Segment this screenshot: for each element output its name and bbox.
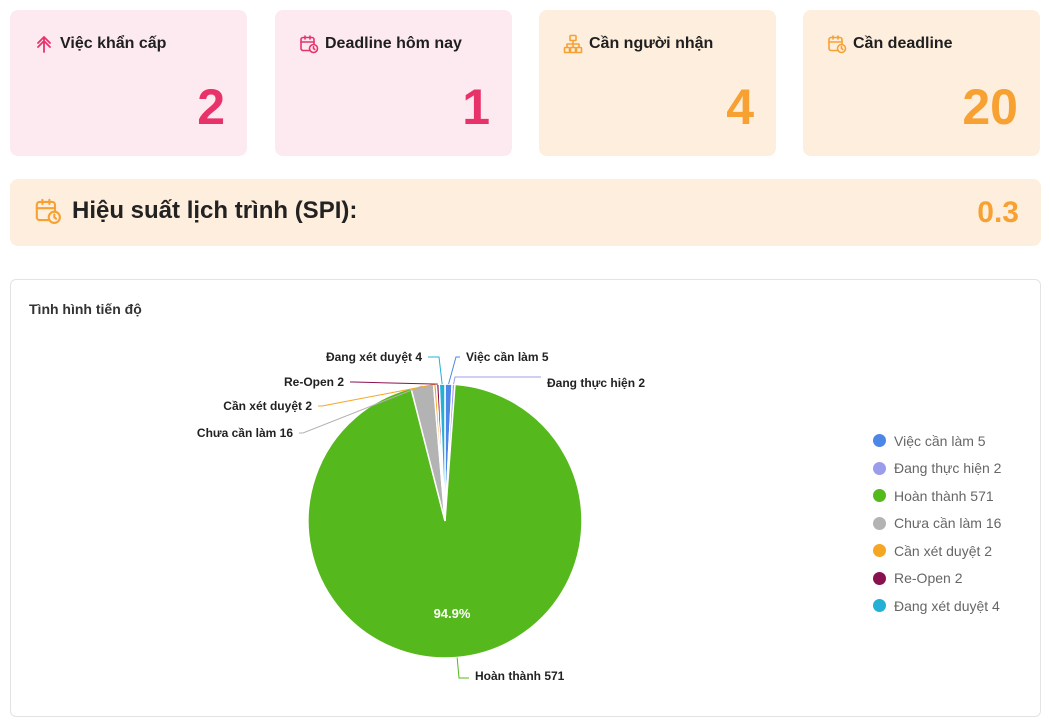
legend-dot [873,434,886,448]
calendar-clock-icon [828,35,847,54]
card-value: 2 [197,79,225,135]
card-value: 1 [462,79,490,135]
card-need-assignee-header: Cần người nhận [563,34,713,54]
slice-label-hoan-thanh: Hoàn thành 571 [475,669,565,683]
slice-label-re-open: Re-Open 2 [284,375,344,389]
calendar-clock-icon [300,35,319,54]
legend-item-re-open[interactable]: Re-Open 2 [873,565,1001,593]
progress-pie-chart: Việc cần làm 5 Đang thực hiện 2 Hoàn thành… [197,350,645,683]
card-deadline-today-header: Deadline hôm nay [299,34,462,54]
spi-label: Hiệu suất lịch trình (SPI): [72,197,358,224]
card-urgent-header: Việc khẩn cấp [34,34,166,54]
card-label: Deadline hôm nay [325,35,462,52]
chart-legend: Việc cần làm 5 Đang thực hiện 2 Hoàn thành… [873,427,1001,620]
legend-label: Cần xét duyệt 2 [894,542,993,559]
progress-chart-card: Tình hình tiến độ Việc cần làm 5 Đang thự… [10,279,1041,717]
legend-dot [873,461,886,475]
leader-line-dang-xet-duyet [428,356,443,385]
legend-dot [873,489,886,503]
card-need-deadline-header: Cần deadline [827,34,953,54]
slice-label-dang-thuc-hien: Đang thực hiện 2 [547,376,645,390]
legend-label: Re-Open 2 [894,570,963,587]
card-label: Việc khẩn cấp [60,35,167,52]
legend-label: Đang xét duyệt 4 [894,597,1000,614]
leader-line-chua-can-lam [299,385,423,434]
leader-line-viec-can-lam [448,356,460,385]
card-label: Cần người nhận [589,35,714,52]
legend-item-hoan-thanh[interactable]: Hoàn thành 571 [873,482,1001,510]
slice-label-can-xet-duyet: Cần xét duyệt 2 [223,399,312,413]
card-deadline-today[interactable]: Deadline hôm nay 1 [275,10,512,156]
legend-dot [873,516,886,530]
legend-label: Chưa cần làm 16 [894,515,1002,532]
slice-label-chua-can-lam: Chưa cần làm 16 [197,426,293,440]
chart-title: Tình hình tiến độ [29,301,142,317]
card-urgent-tasks[interactable]: Việc khẩn cấp 2 [10,10,247,156]
calendar-clock-icon [35,198,61,224]
legend-label: Việc cần làm 5 [894,432,986,449]
pie-slice-hoan-thanh[interactable] [307,383,583,659]
spi-value: 0.3 [977,196,1019,229]
legend-item-chua-can-lam[interactable]: Chưa cần làm 16 [873,510,1001,538]
card-label: Cần deadline [853,35,953,52]
legend-label: Đang thực hiện 2 [894,460,1002,477]
legend-item-dang-xet-duyet[interactable]: Đang xét duyệt 4 [873,592,1001,620]
spi-panel: Hiệu suất lịch trình (SPI): 0.3 [10,179,1041,246]
card-value: 20 [962,79,1018,135]
legend-dot [873,571,886,585]
slice-percent-hoan-thanh: 94.9% [434,606,471,621]
slice-label-viec-can-lam: Việc cần làm 5 [466,350,549,364]
org-chart-icon [563,34,583,54]
leader-line-can-xet-duyet [318,383,436,407]
leader-line-hoan-thanh [456,657,469,679]
legend-item-dang-thuc-hien[interactable]: Đang thực hiện 2 [873,455,1001,483]
legend-item-viec-can-lam[interactable]: Việc cần làm 5 [873,427,1001,455]
legend-dot [873,544,886,558]
card-need-deadline[interactable]: Cần deadline 20 [803,10,1040,156]
legend-label: Hoàn thành 571 [894,487,994,504]
legend-dot [873,599,886,613]
arrow-up-icon [37,36,51,53]
spi-header: Hiệu suất lịch trình (SPI): [34,197,357,225]
legend-item-can-xet-duyet[interactable]: Cần xét duyệt 2 [873,537,1001,565]
leader-line-dang-thuc-hien [453,376,541,385]
card-value: 4 [726,79,754,135]
leader-line-re-open [350,381,438,385]
slice-label-dang-xet-duyet: Đang xét duyệt 4 [326,350,422,364]
card-need-assignee[interactable]: Cần người nhận 4 [539,10,776,156]
